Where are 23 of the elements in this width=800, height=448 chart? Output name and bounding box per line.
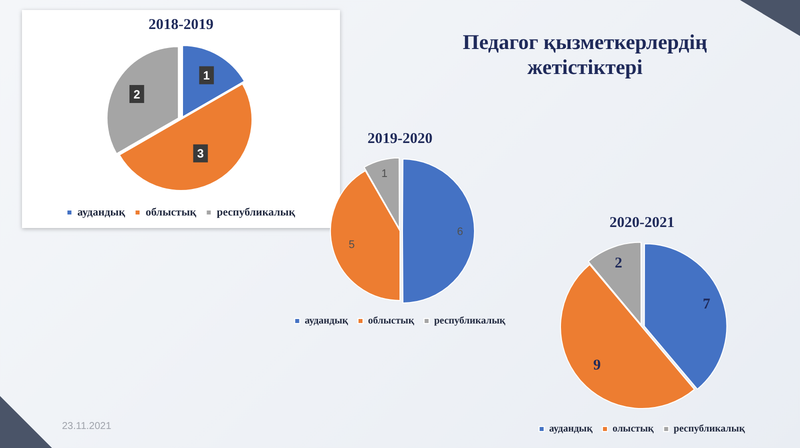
data-label: 9 <box>593 358 601 374</box>
data-label: 5 <box>348 238 355 251</box>
legend-label: облыстық <box>368 316 414 327</box>
data-label: 2 <box>614 255 622 272</box>
legend-label: республикалық <box>674 424 746 435</box>
legend-label: облыстық <box>146 206 197 218</box>
data-label: 7 <box>702 296 711 312</box>
chart-title: 2020-2021 <box>610 214 674 231</box>
legend-label: республикалық <box>216 206 296 218</box>
legend-label: республикалық <box>434 316 506 327</box>
text: 23.11.2021 <box>62 421 112 432</box>
data-label: 1 <box>203 68 210 83</box>
legend-label: олыстық <box>612 424 654 435</box>
data-label: 6 <box>456 226 464 238</box>
data-label: 3 <box>197 146 204 161</box>
legend-label: аудандық <box>77 206 126 218</box>
data-label: 2 <box>133 87 140 102</box>
legend-label: аудандық <box>304 316 348 327</box>
text: Педагог қызметкерлердің жетістіктері <box>462 30 708 80</box>
chart-title: 2019-2020 <box>368 130 432 147</box>
data-label: 1 <box>381 168 388 180</box>
legend-label: аудандық <box>549 424 593 435</box>
chart-title: 2018-2019 <box>148 16 214 33</box>
